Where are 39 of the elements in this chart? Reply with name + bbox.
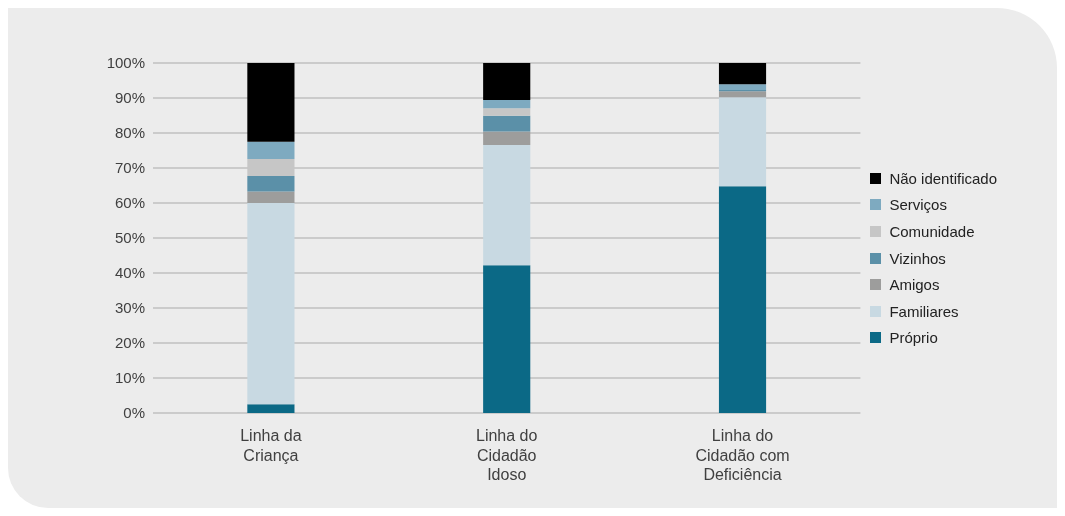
bar <box>247 203 295 405</box>
legend-label: Amigos <box>889 276 940 294</box>
y-tick-label: 50% <box>114 229 145 247</box>
bar <box>483 63 531 101</box>
y-tick-label: 40% <box>114 264 145 282</box>
bar <box>483 108 531 116</box>
bar <box>718 84 767 90</box>
bar <box>483 265 531 413</box>
bar <box>483 115 531 132</box>
y-tick-label: 60% <box>114 194 145 212</box>
y-tick-label: 90% <box>114 89 145 107</box>
legend-label: Comunidade <box>889 222 975 240</box>
bar <box>247 141 295 159</box>
bar <box>247 404 295 413</box>
bar <box>483 131 531 145</box>
bar <box>483 100 531 109</box>
bar <box>718 97 767 187</box>
y-tick-label: 80% <box>114 124 145 142</box>
bar <box>718 91 767 98</box>
x-tick-label: Linha do Cidadão com Deficiência <box>695 427 790 483</box>
x-tick-label: Linha da Criança <box>240 427 302 464</box>
legend-label: Não identificado <box>889 169 997 187</box>
legend-label: Familiares <box>889 302 959 320</box>
bar <box>483 144 531 266</box>
y-tick-label: 70% <box>114 159 145 177</box>
y-tick-label: 20% <box>114 334 145 352</box>
y-tick-label: 10% <box>114 369 145 387</box>
x-tick-label: Linha do Cidadão Idoso <box>476 427 538 483</box>
bar <box>247 191 295 203</box>
bar <box>718 186 767 413</box>
bar <box>718 63 767 85</box>
y-tick-label: 100% <box>106 54 145 72</box>
y-tick-label: 30% <box>114 299 145 317</box>
legend-label: Vizinhos <box>889 249 946 267</box>
legend-label: Serviços <box>889 196 947 214</box>
bar <box>247 176 295 192</box>
y-tick-label: 0% <box>123 404 145 422</box>
legend-label: Próprio <box>889 329 938 347</box>
bar <box>247 63 295 142</box>
